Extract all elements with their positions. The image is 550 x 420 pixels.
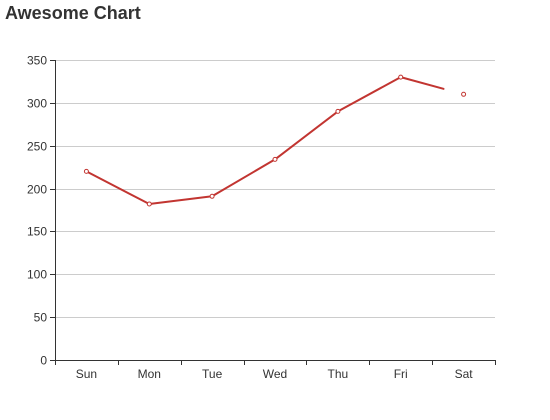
axes <box>50 60 496 365</box>
y-tick-label: 100 <box>27 268 47 282</box>
x-tick-label-wed: Wed <box>263 367 287 381</box>
x-tick-label-thu: Thu <box>328 367 349 381</box>
data-point-sun[interactable] <box>83 168 89 174</box>
y-tick-label: 50 <box>34 311 48 325</box>
chart-title: Awesome Chart <box>5 3 141 23</box>
series-line-0 <box>85 76 445 205</box>
data-point-fri[interactable] <box>398 74 404 80</box>
x-tick-label-mon: Mon <box>138 367 161 381</box>
data-point-sat[interactable] <box>461 91 467 97</box>
x-tick-label-fri: Fri <box>394 367 408 381</box>
y-tick-label: 300 <box>27 97 47 111</box>
data-point-wed[interactable] <box>272 156 278 162</box>
y-tick-label: 0 <box>40 354 47 368</box>
data-point-mon[interactable] <box>146 201 152 207</box>
data-point-thu[interactable] <box>335 108 341 114</box>
x-tick-label-sun: Sun <box>76 367 97 381</box>
tick-labels: 0 50 100 150 200 250 300 350 Sun Mon Tue Wed Thu Fri S… <box>27 54 473 382</box>
series-layer <box>83 74 467 207</box>
y-tick-label: 200 <box>27 183 47 197</box>
x-tick-label-tue: Tue <box>202 367 223 381</box>
data-point-tue[interactable] <box>209 193 215 199</box>
y-tick-label: 350 <box>27 54 47 68</box>
y-tick-label: 150 <box>27 225 47 239</box>
y-tick-label: 250 <box>27 140 47 154</box>
grid-lines <box>55 60 495 318</box>
x-tick-label-sat: Sat <box>455 367 474 381</box>
